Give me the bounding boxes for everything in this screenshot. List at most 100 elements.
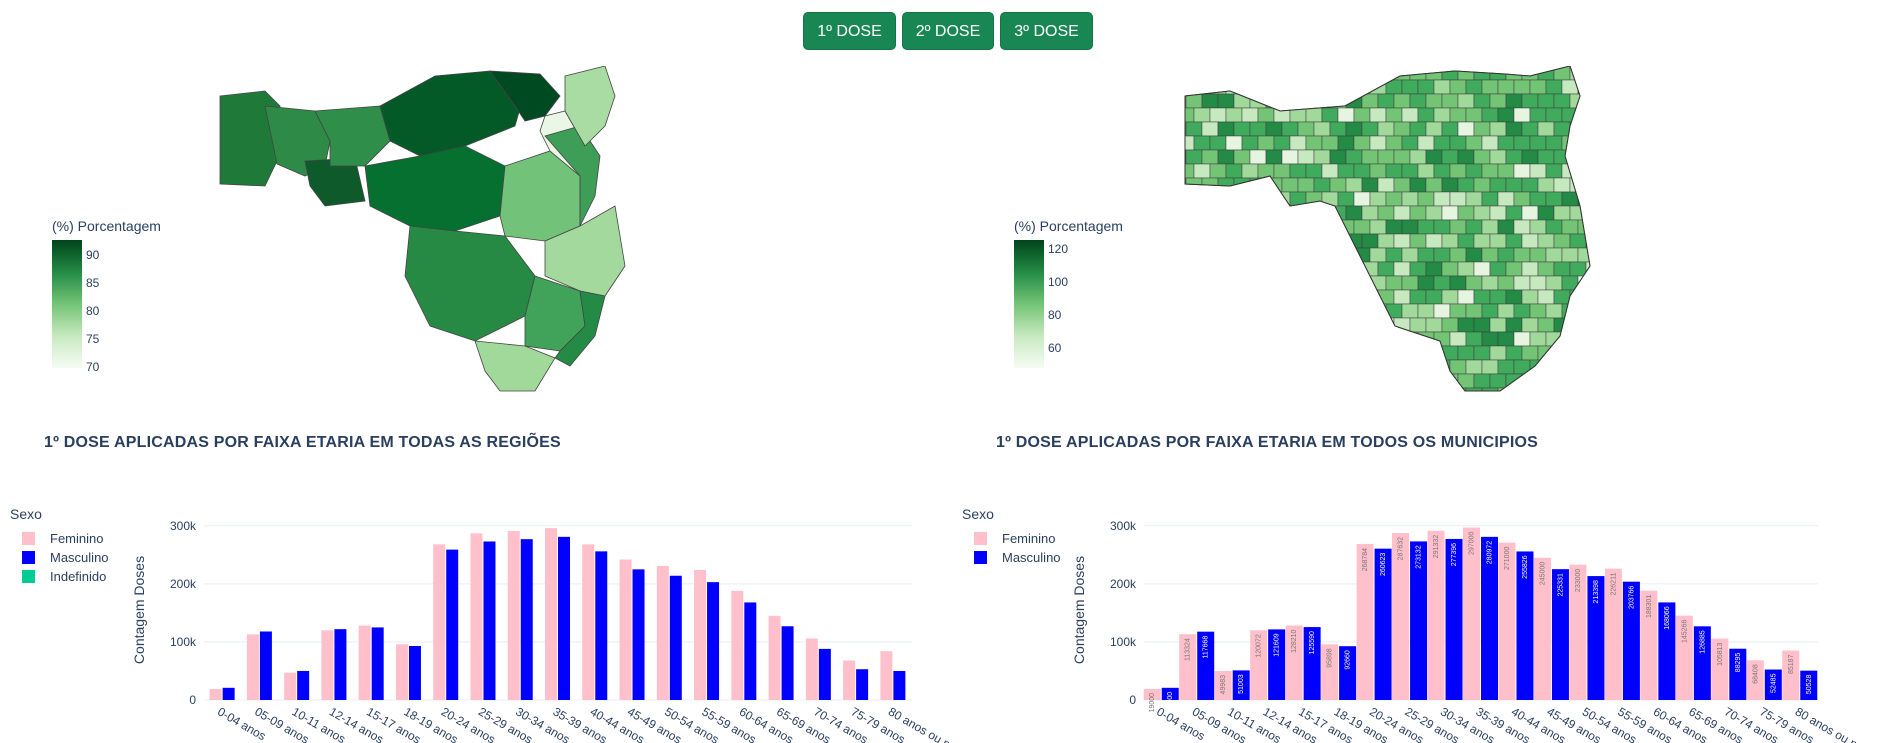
- bar-masculino[interactable]: [297, 670, 310, 700]
- municipality-cell[interactable]: [1481, 303, 1499, 319]
- municipality-cell[interactable]: [1353, 303, 1371, 319]
- municipality-cell[interactable]: [1537, 121, 1555, 137]
- bar-feminino[interactable]: [284, 672, 297, 700]
- municipality-cell[interactable]: [1505, 289, 1523, 305]
- municipality-cell[interactable]: [1178, 247, 1195, 263]
- region-extremo-sul[interactable]: [474, 340, 556, 392]
- municipality-cell[interactable]: [1353, 275, 1371, 291]
- municipality-cell[interactable]: [1594, 304, 1610, 318]
- municipality-cell[interactable]: [1265, 121, 1283, 137]
- municipality-cell[interactable]: [1529, 219, 1547, 235]
- bar-feminino[interactable]: [1321, 644, 1339, 700]
- municipality-cell[interactable]: [1473, 233, 1491, 249]
- municipality-cell[interactable]: [1537, 233, 1555, 249]
- municipality-cell[interactable]: [1361, 233, 1379, 249]
- municipality-cell[interactable]: [1537, 149, 1555, 165]
- municipality-cell[interactable]: [1497, 247, 1515, 263]
- municipality-cell[interactable]: [1529, 191, 1547, 207]
- municipality-cell[interactable]: [1441, 261, 1459, 277]
- municipality-cell[interactable]: [1369, 163, 1387, 179]
- municipality-cell[interactable]: [1433, 303, 1451, 319]
- municipality-cell[interactable]: [1321, 359, 1339, 375]
- municipality-cell[interactable]: [1178, 107, 1195, 123]
- bar-masculino[interactable]: [1232, 670, 1250, 700]
- municipality-cell[interactable]: [1417, 107, 1435, 123]
- municipality-cell[interactable]: [1249, 149, 1267, 165]
- municipality-cell[interactable]: [1361, 93, 1379, 109]
- municipality-cell[interactable]: [1170, 177, 1187, 193]
- municipality-cell[interactable]: [1329, 289, 1347, 305]
- municipality-cell[interactable]: [1361, 345, 1379, 361]
- municipality-cell[interactable]: [1553, 149, 1571, 165]
- municipality-cell[interactable]: [1441, 66, 1459, 81]
- municipality-cell[interactable]: [1457, 149, 1475, 165]
- municipality-cell[interactable]: [1170, 149, 1187, 165]
- municipality-cell[interactable]: [1473, 149, 1491, 165]
- municipality-cell[interactable]: [1401, 107, 1419, 123]
- bar-feminino[interactable]: [470, 533, 483, 700]
- municipality-cell[interactable]: [1409, 317, 1427, 333]
- bar-feminino[interactable]: [358, 625, 371, 700]
- municipality-cell[interactable]: [1185, 373, 1203, 389]
- municipality-cell[interactable]: [1225, 331, 1243, 347]
- municipality-cell[interactable]: [1497, 331, 1515, 347]
- municipality-cell[interactable]: [1545, 107, 1563, 123]
- bar-feminino[interactable]: [582, 544, 595, 700]
- municipality-cell[interactable]: [1209, 191, 1227, 207]
- municipality-cell[interactable]: [1233, 149, 1251, 165]
- municipality-cell[interactable]: [1257, 247, 1275, 263]
- region-north-plateau[interactable]: [379, 70, 526, 157]
- municipality-cell[interactable]: [1505, 261, 1523, 277]
- bar-masculino[interactable]: [1729, 648, 1747, 700]
- municipality-cell[interactable]: [1170, 345, 1187, 361]
- bar-feminino[interactable]: [619, 559, 632, 700]
- municipality-cell[interactable]: [1345, 289, 1363, 305]
- municipality-cell[interactable]: [1201, 233, 1219, 249]
- municipality-cell[interactable]: [1497, 191, 1515, 207]
- region-serra[interactable]: [404, 225, 536, 342]
- municipality-cell[interactable]: [1529, 247, 1547, 263]
- municipality-cell[interactable]: [1425, 177, 1443, 193]
- municipality-cell[interactable]: [1185, 66, 1203, 81]
- municipality-cell[interactable]: [1241, 163, 1259, 179]
- bar-masculino[interactable]: [1693, 626, 1711, 700]
- bar-feminino[interactable]: [1569, 564, 1587, 700]
- municipality-cell[interactable]: [1225, 387, 1243, 396]
- municipality-cell[interactable]: [1481, 387, 1499, 396]
- municipality-cell[interactable]: [1433, 387, 1451, 396]
- municipality-cell[interactable]: [1249, 205, 1267, 221]
- municipality-cell[interactable]: [1225, 135, 1243, 151]
- municipality-cell[interactable]: [1353, 359, 1371, 375]
- municipality-cell[interactable]: [1305, 359, 1323, 375]
- municipality-cell[interactable]: [1433, 163, 1451, 179]
- municipality-cell[interactable]: [1537, 373, 1555, 389]
- municipality-cell[interactable]: [1489, 345, 1507, 361]
- municipality-cell[interactable]: [1497, 303, 1515, 319]
- municipality-cell[interactable]: [1249, 121, 1267, 137]
- municipality-cell[interactable]: [1521, 121, 1539, 137]
- municipality-cell[interactable]: [1521, 233, 1539, 249]
- municipality-cell[interactable]: [1265, 373, 1283, 389]
- municipality-cell[interactable]: [1241, 79, 1259, 95]
- municipality-cell[interactable]: [1569, 317, 1587, 333]
- municipality-cell[interactable]: [1193, 359, 1211, 375]
- bar-masculino[interactable]: [744, 602, 757, 700]
- municipality-cell[interactable]: [1321, 107, 1339, 123]
- municipality-cell[interactable]: [1337, 303, 1355, 319]
- bar-feminino[interactable]: [768, 615, 781, 700]
- municipality-cell[interactable]: [1561, 191, 1579, 207]
- municipality-cell[interactable]: [1457, 289, 1475, 305]
- municipality-cell[interactable]: [1497, 135, 1515, 151]
- municipality-cell[interactable]: [1553, 233, 1571, 249]
- bar-masculino[interactable]: [446, 549, 459, 700]
- bar-feminino[interactable]: [805, 638, 818, 700]
- municipality-cell[interactable]: [1417, 247, 1435, 263]
- municipality-cell[interactable]: [1273, 135, 1291, 151]
- municipality-cell[interactable]: [1505, 177, 1523, 193]
- municipality-cell[interactable]: [1193, 303, 1211, 319]
- municipality-cell[interactable]: [1417, 303, 1435, 319]
- municipality-cell[interactable]: [1369, 275, 1387, 291]
- municipality-cell[interactable]: [1553, 177, 1571, 193]
- municipality-cell[interactable]: [1385, 135, 1403, 151]
- bar-feminino[interactable]: [1782, 650, 1800, 700]
